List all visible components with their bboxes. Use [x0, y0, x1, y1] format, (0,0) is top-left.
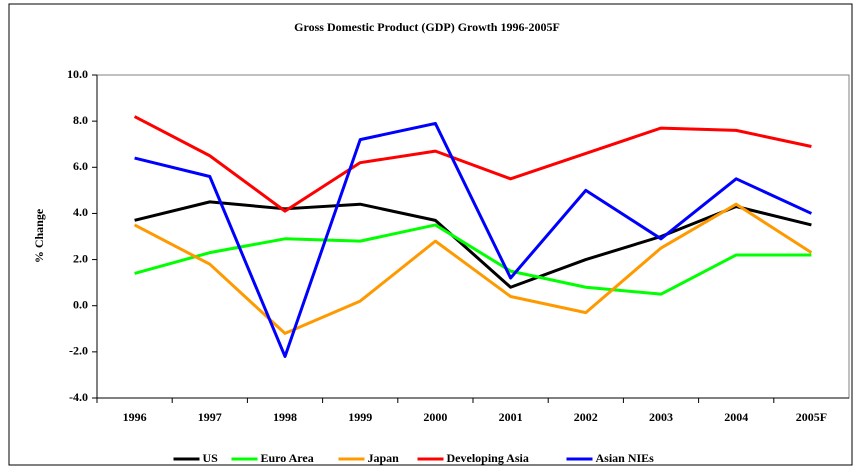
y-tick-label: -4.0 — [69, 390, 88, 404]
x-tick-label: 2000 — [423, 410, 447, 424]
x-tick-label: 2005F — [796, 410, 827, 424]
x-tick-label: 2004 — [724, 410, 748, 424]
x-tick-label: 1999 — [348, 410, 372, 424]
y-tick-label: 2.0 — [73, 251, 88, 265]
series-line — [134, 121, 813, 358]
y-tick-label: -2.0 — [69, 344, 88, 358]
legend-label: Developing Asia — [447, 451, 529, 465]
series-line — [134, 200, 812, 289]
series-line — [133, 202, 813, 335]
x-tick-label: 1998 — [273, 410, 297, 424]
chart-frame — [8, 3, 853, 466]
y-tick-label: 10.0 — [67, 67, 88, 81]
series-line — [133, 115, 812, 213]
legend-label: US — [203, 451, 219, 465]
legend-label: Asian NIEs — [596, 451, 655, 465]
x-tick-label: 2001 — [499, 410, 523, 424]
y-tick-label: 0.0 — [73, 297, 88, 311]
x-tick-label: 2002 — [574, 410, 598, 424]
y-tick-label: 4.0 — [73, 205, 88, 219]
legend-label: Japan — [368, 451, 400, 465]
legend-label: Euro Area — [261, 451, 314, 465]
y-tick-label: 6.0 — [73, 159, 88, 173]
series-line — [134, 223, 812, 296]
y-axis-label: % Change — [32, 208, 46, 263]
x-tick-label: 1996 — [123, 410, 147, 424]
x-tick-label: 2003 — [649, 410, 673, 424]
x-tick-label: 1997 — [198, 410, 222, 424]
chart-title: Gross Domestic Product (GDP) Growth 1996… — [294, 20, 560, 34]
y-tick-label: 8.0 — [73, 113, 88, 127]
